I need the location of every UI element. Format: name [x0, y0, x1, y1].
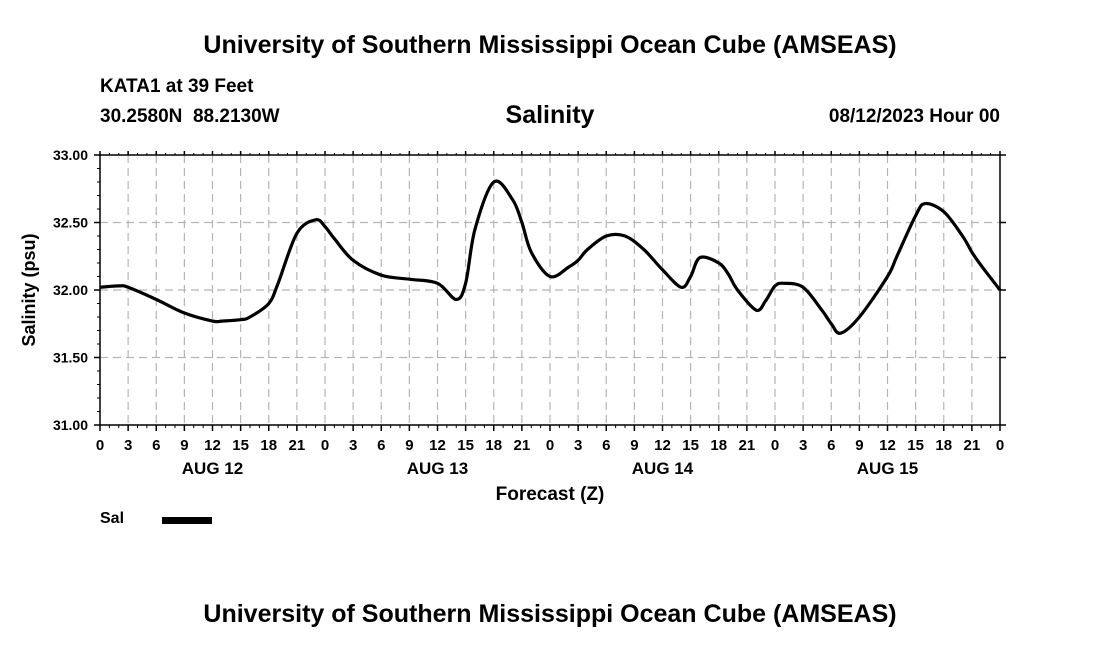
- series-layer: [99, 179, 1002, 335]
- grid-layer: [100, 155, 1000, 425]
- station-label: KATA1 at 39 Feet: [100, 76, 254, 97]
- x-tick-label: 15: [907, 437, 924, 454]
- x-tick-label: 12: [654, 437, 671, 454]
- x-tick-label: 15: [682, 437, 699, 454]
- x-tick-label: 6: [152, 437, 160, 454]
- x-tick-label: 3: [349, 437, 357, 454]
- x-tick-label: 12: [429, 437, 446, 454]
- x-tick-label: 6: [602, 437, 610, 454]
- x-tick-label: 6: [377, 437, 385, 454]
- x-tick-label: 21: [739, 437, 756, 454]
- day-label: AUG 12: [182, 459, 243, 478]
- x-tick-label: 0: [996, 437, 1004, 454]
- x-tick-label: 12: [204, 437, 221, 454]
- legend-label-sal: Sal: [100, 510, 125, 527]
- coordinates-label: 30.2580N 88.2130W: [100, 106, 280, 127]
- x-tick-label: 9: [630, 437, 638, 454]
- chart-title-bottom: University of Southern Mississippi Ocean…: [203, 600, 897, 628]
- x-tick-label: 21: [514, 437, 531, 454]
- x-tick-label: 9: [855, 437, 863, 454]
- x-tick-label: 6: [827, 437, 835, 454]
- x-tick-label: 15: [457, 437, 474, 454]
- y-tick-label: 32.00: [53, 282, 88, 298]
- y-tick-label: 31.50: [53, 350, 88, 366]
- y-axis: 31.00 31.50 32.00 32.50 33.00: [53, 147, 1006, 433]
- x-tick-label: 21: [289, 437, 306, 454]
- x-tick-label: 18: [935, 437, 952, 454]
- x-tick-label: 21: [964, 437, 981, 454]
- x-tick-label: 0: [321, 437, 329, 454]
- x-tick-label: 3: [124, 437, 132, 454]
- x-tick-label: 0: [771, 437, 779, 454]
- day-label: AUG 13: [407, 459, 468, 478]
- series-line-sal: [99, 179, 1002, 335]
- variable-title: Salinity: [505, 101, 595, 129]
- x-tick-label: 3: [574, 437, 582, 454]
- day-label: AUG 15: [857, 459, 918, 478]
- x-tick-label: 18: [710, 437, 727, 454]
- y-tick-label: 33.00: [53, 147, 88, 163]
- y-tick-label: 32.50: [53, 215, 88, 231]
- chart-title-top: University of Southern Mississippi Ocean…: [203, 31, 897, 59]
- x-tick-label: 3: [799, 437, 807, 454]
- x-tick-label: 12: [879, 437, 896, 454]
- x-tick-label: 0: [546, 437, 554, 454]
- legend-swatch-sal: [162, 517, 212, 524]
- x-axis-label: Forecast (Z): [496, 484, 605, 505]
- x-tick-label: 18: [485, 437, 502, 454]
- x-tick-label: 0: [96, 437, 104, 454]
- x-tick-label: 15: [232, 437, 249, 454]
- day-label: AUG 14: [632, 459, 694, 478]
- x-tick-label: 18: [260, 437, 277, 454]
- x-tick-label: 9: [405, 437, 413, 454]
- x-tick-label: 9: [180, 437, 188, 454]
- y-tick-label: 31.00: [53, 417, 88, 433]
- x-axis: 0 3 6 9 12 15 18 21 0 3 6 9 12 15 18 21 0 3 6 9 12 15 18 21 0 3 6 9…: [96, 151, 1004, 478]
- y-axis-label: Salinity (psu): [19, 233, 39, 346]
- forecast-datetime: 08/12/2023 Hour 00: [828, 106, 1000, 127]
